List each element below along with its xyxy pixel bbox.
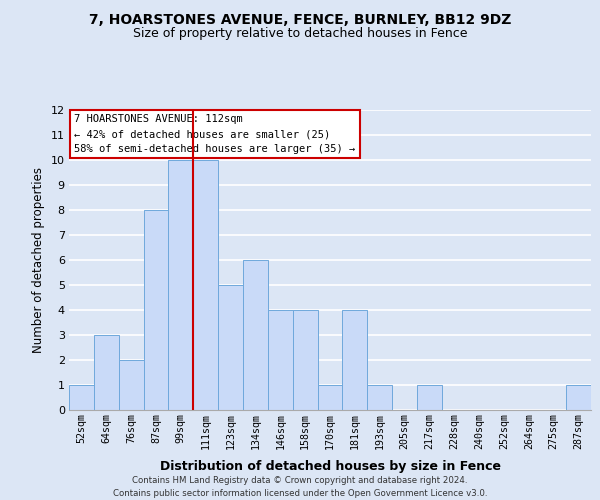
Y-axis label: Number of detached properties: Number of detached properties — [32, 167, 45, 353]
Bar — [417, 385, 442, 410]
Bar — [218, 285, 243, 410]
Bar — [94, 335, 119, 410]
Bar — [119, 360, 143, 410]
Bar — [143, 210, 169, 410]
Bar — [566, 385, 591, 410]
Text: 7 HOARSTONES AVENUE: 112sqm
← 42% of detached houses are smaller (25)
58% of sem: 7 HOARSTONES AVENUE: 112sqm ← 42% of det… — [74, 114, 355, 154]
Bar — [268, 310, 293, 410]
X-axis label: Distribution of detached houses by size in Fence: Distribution of detached houses by size … — [160, 460, 500, 473]
Bar — [367, 385, 392, 410]
Bar — [293, 310, 317, 410]
Bar — [243, 260, 268, 410]
Bar — [193, 160, 218, 410]
Text: Contains HM Land Registry data © Crown copyright and database right 2024.
Contai: Contains HM Land Registry data © Crown c… — [113, 476, 487, 498]
Bar — [69, 385, 94, 410]
Bar — [169, 160, 193, 410]
Bar — [317, 385, 343, 410]
Text: 7, HOARSTONES AVENUE, FENCE, BURNLEY, BB12 9DZ: 7, HOARSTONES AVENUE, FENCE, BURNLEY, BB… — [89, 12, 511, 26]
Bar — [343, 310, 367, 410]
Text: Size of property relative to detached houses in Fence: Size of property relative to detached ho… — [133, 28, 467, 40]
